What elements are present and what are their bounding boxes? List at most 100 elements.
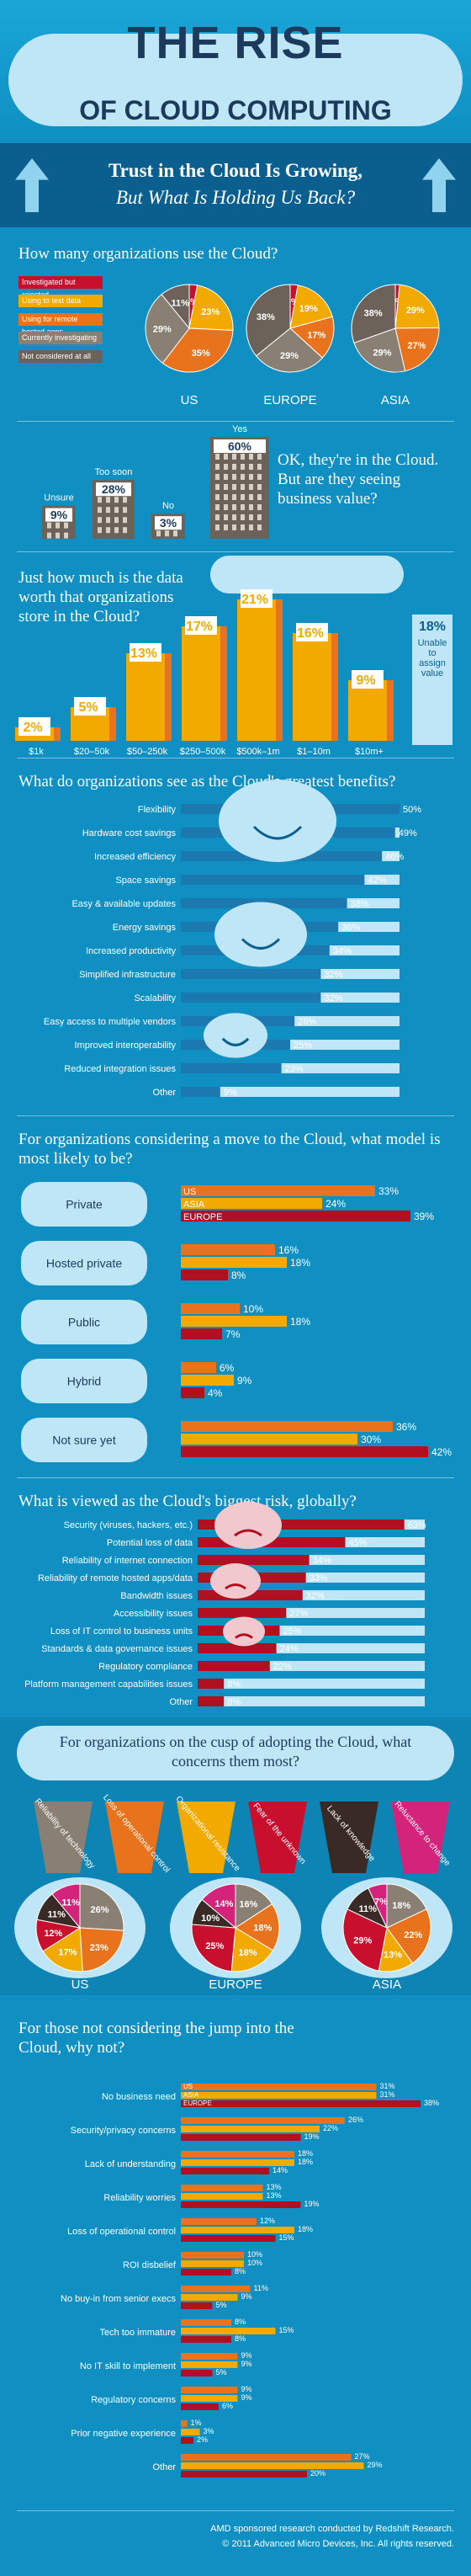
building-window <box>232 504 236 510</box>
angry-cloud-icon <box>223 1616 265 1647</box>
bar-value: 13% <box>267 2183 282 2191</box>
bar-category: Improved interoperability <box>75 1041 177 1051</box>
banner-line1: Trust in the Cloud Is Growing, <box>108 160 363 181</box>
bar-value: 8% <box>235 2267 246 2275</box>
bar <box>181 2117 345 2124</box>
frown-icon <box>234 1529 262 1537</box>
bar-category: Space savings <box>115 876 176 886</box>
building-window <box>232 454 236 460</box>
bar-category: Hardware cost savings <box>82 828 177 838</box>
bar-value: 27% <box>289 1609 308 1619</box>
bar-category: Energy savings <box>113 923 177 933</box>
building-window <box>224 504 228 510</box>
worth-category: $500k–1m <box>236 747 279 757</box>
building-window <box>114 527 119 534</box>
bar <box>181 1269 228 1280</box>
building-window <box>215 474 220 480</box>
building-window <box>241 474 245 480</box>
bar <box>181 1185 375 1196</box>
concern-pie-slice <box>230 1927 274 1972</box>
building-window <box>224 454 228 460</box>
bar <box>181 969 321 979</box>
worth-bar <box>293 633 331 741</box>
bar-value: 63% <box>408 1520 426 1530</box>
model-cloud <box>21 1182 147 1227</box>
bar <box>181 1434 357 1445</box>
smiling-cloud-icon <box>204 1013 267 1058</box>
bar-value: 16% <box>278 1244 299 1256</box>
usage-pie-slice <box>188 285 234 331</box>
model-category: Not sure yet <box>52 1434 116 1447</box>
bar-value: 8% <box>235 2318 246 2326</box>
usage-pie-label: 38% <box>257 312 275 322</box>
bar <box>181 1198 322 1209</box>
building-window <box>249 464 253 470</box>
bar-value: 18% <box>290 1257 310 1269</box>
model-question: For organizations considering a move to … <box>19 1131 441 1168</box>
title-line1: THE RISE <box>127 18 344 68</box>
bar <box>181 2336 231 2343</box>
bar <box>181 2302 213 2309</box>
bar <box>181 2201 301 2208</box>
bar-category: Platform management capabilities issues <box>24 1679 193 1690</box>
concerns-chart: Reliability of technology Loss of operati… <box>14 1793 452 1992</box>
bar-category: Lack of understanding <box>85 2159 176 2169</box>
usage-pie-label: 29% <box>153 325 172 335</box>
bar-category: Other <box>152 2462 176 2472</box>
building-window <box>249 474 253 480</box>
bar <box>198 1555 310 1565</box>
worth-bar <box>348 680 387 741</box>
smiling-cloud-icon <box>214 902 307 967</box>
bar-value: 36% <box>396 1421 416 1433</box>
usage-pie-label: 29% <box>280 351 299 361</box>
region-label: EUROPE <box>209 1977 262 1992</box>
bar-value: 31% <box>380 2090 395 2099</box>
value-question: OK, they're in the Cloud. But are they s… <box>278 451 439 508</box>
bar-value: 8% <box>231 1269 246 1281</box>
bar <box>181 1303 240 1314</box>
bar-category: Reduced integration issues <box>64 1064 176 1074</box>
banner-line2: But What Is Holding Us Back? <box>115 187 356 208</box>
bar-value: 10% <box>247 2250 262 2259</box>
bar-value: 20% <box>310 2469 325 2478</box>
building-window <box>165 530 169 537</box>
bar-value: 38% <box>351 899 369 909</box>
building-window <box>232 524 236 530</box>
bar <box>181 2193 263 2200</box>
bar-category: Regulatory compliance <box>98 1662 193 1672</box>
value-pct: 28% <box>102 482 126 496</box>
bar-value: 5% <box>216 2301 227 2309</box>
footer-line1: AMD sponsored research conducted by Reds… <box>210 2524 454 2534</box>
worth-label-box <box>296 623 328 641</box>
worth-label-box <box>130 643 161 662</box>
angry-cloud-icon <box>210 1563 261 1599</box>
concern-pie-label: 18% <box>238 1948 257 1958</box>
value-section: 9% Unsure 28% Too soon 3% No 60% Yes OK, they'r… <box>0 425 471 551</box>
footer-line2: © 2011 Advanced Micro Devices, Inc. All … <box>222 2539 454 2549</box>
bar-value: 18% <box>298 2225 313 2233</box>
cloud-shape <box>210 556 404 593</box>
series-label: EUROPE <box>183 1212 222 1222</box>
concern-pie-slice <box>79 1883 124 1931</box>
bar <box>181 2361 238 2368</box>
concern-pie-label: 26% <box>90 1905 108 1915</box>
building-window <box>249 524 253 530</box>
concern-pie-slice <box>79 1927 124 1972</box>
worth-section: Just how much is the data worth that org… <box>0 556 471 758</box>
building-window <box>215 524 220 530</box>
usage-pies: 3%23%35%29%11%US3%19%17%29%38%EUROPE2%29… <box>145 284 440 407</box>
worth-category: $50–250k <box>127 747 168 757</box>
building-window <box>224 494 228 500</box>
concern-pie-slice <box>386 1908 431 1964</box>
model-cloud <box>21 1418 147 1462</box>
bar-value: 34% <box>313 1556 331 1566</box>
bar <box>198 1661 270 1671</box>
risk-chart: Security (viruses, hackers, etc.) 63% Pote… <box>24 1502 426 1707</box>
building-window <box>257 524 262 530</box>
worth-label-box <box>352 670 384 689</box>
bar-category: Increased efficiency <box>94 852 177 862</box>
bar-value: 42% <box>431 1446 452 1458</box>
bar-value: 14% <box>273 2166 288 2174</box>
usage-pie-slice <box>351 284 396 343</box>
bar-value: 9% <box>241 2292 252 2301</box>
